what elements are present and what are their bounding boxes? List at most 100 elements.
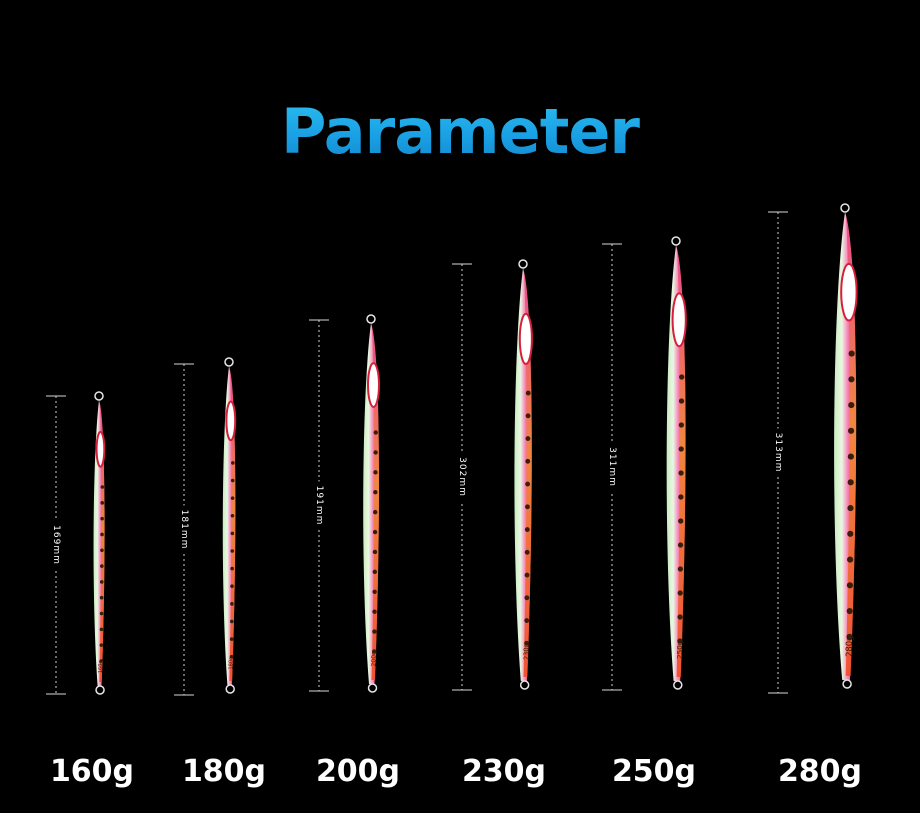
lure-160g: 169mm 160g xyxy=(46,391,106,695)
lure-dot xyxy=(373,509,378,515)
lure-dot xyxy=(230,619,234,624)
lure-dot xyxy=(229,654,234,659)
lure-180g: 181mm 180g xyxy=(174,357,237,696)
lure-dot xyxy=(525,436,531,442)
lure-dot xyxy=(678,518,684,524)
lure-dot xyxy=(846,633,853,640)
dimension-label-bg xyxy=(178,505,190,554)
lure-dot xyxy=(846,607,853,615)
tail-ring xyxy=(673,680,683,690)
lure-dot xyxy=(524,618,530,623)
lure-dot xyxy=(847,504,854,512)
lure-dot xyxy=(99,659,104,663)
lure-dot xyxy=(99,580,104,584)
lure-dot xyxy=(373,470,378,475)
lure-dot xyxy=(229,637,234,641)
head-ring xyxy=(366,314,376,324)
head-ring xyxy=(518,259,528,269)
dimension-label-bg xyxy=(50,521,62,569)
lure-dot xyxy=(373,430,378,435)
lure-dot xyxy=(524,572,530,578)
weight-label-230g: 230g xyxy=(461,754,547,789)
lure-logo xyxy=(225,400,237,442)
lure-weight-tag: 230g xyxy=(522,643,530,660)
tail-ring xyxy=(95,685,105,695)
lure-dot xyxy=(677,638,683,644)
lure-dot xyxy=(100,501,105,505)
dimension-label: 181mm xyxy=(179,510,189,550)
lure-dot xyxy=(100,485,105,489)
dimension-label: 311mm xyxy=(607,447,617,487)
lure-dot xyxy=(372,629,377,634)
lure-dot xyxy=(372,609,377,614)
lure-dot xyxy=(230,584,234,589)
weight-label-180g: 180g xyxy=(181,754,267,789)
lure-280g: 313mm 280g xyxy=(768,203,858,694)
lure-dot xyxy=(372,649,377,654)
lure-dot xyxy=(524,527,530,532)
lure-dot xyxy=(847,479,854,486)
lure-dot xyxy=(524,549,530,555)
lure-dot xyxy=(848,376,855,383)
lure-dot xyxy=(848,350,855,357)
lure-dot xyxy=(99,595,104,600)
lure-dot xyxy=(847,453,854,460)
dimension-label-bg xyxy=(313,481,325,530)
lure-dot xyxy=(230,496,235,500)
lure-weight-tag: 160g xyxy=(98,660,104,673)
weight-label-280g: 280g xyxy=(777,754,863,789)
lure-dot xyxy=(100,564,104,568)
lure-dot xyxy=(678,494,684,500)
lure-dot xyxy=(846,582,854,589)
head-ring xyxy=(94,391,104,401)
lure-dot xyxy=(525,504,530,510)
tail-ring xyxy=(519,680,530,690)
lure-dot xyxy=(230,531,235,536)
lure-dot xyxy=(230,549,235,553)
lure-200g: 191mm 200g xyxy=(309,314,380,693)
dimension-label-bg xyxy=(456,453,468,501)
lure-dot xyxy=(99,611,104,616)
tail-ring xyxy=(367,683,378,693)
lure-dot xyxy=(847,556,854,563)
page-title: Parameter xyxy=(0,92,920,172)
lure-dot xyxy=(677,590,683,596)
lure-dot xyxy=(100,516,104,521)
lure-dot xyxy=(100,532,104,537)
head-ring xyxy=(671,236,681,246)
dimension-label: 169mm xyxy=(51,525,61,565)
lure-weight-tag: 180g xyxy=(228,657,234,670)
lure-dot xyxy=(372,549,378,555)
dimension-label-bg xyxy=(772,428,784,477)
lure-dot xyxy=(678,470,684,476)
lure-dot xyxy=(99,627,104,632)
lure-dot xyxy=(525,413,531,419)
dimension-label-bg xyxy=(606,443,618,491)
lure-weight-tag: 280g xyxy=(844,636,854,657)
lure-dot xyxy=(230,602,234,606)
dimension-label: 302mm xyxy=(457,457,467,497)
dimension-label: 191mm xyxy=(314,486,324,526)
weight-label-160g: 160g xyxy=(49,754,135,789)
lure-dot xyxy=(678,422,685,428)
lure-dot xyxy=(677,542,684,548)
lure-dot xyxy=(679,374,685,380)
tail-ring xyxy=(225,684,235,694)
lure-dot xyxy=(847,530,854,537)
lure-weight-tag: 250g xyxy=(675,641,684,659)
lure-dot xyxy=(373,450,378,455)
lure-dot xyxy=(524,595,530,601)
lure-weight-tag: 200g xyxy=(371,651,378,666)
tail-ring xyxy=(842,679,852,689)
lure-dot xyxy=(372,569,377,575)
lure-logo xyxy=(840,262,858,322)
weight-label-200g: 200g xyxy=(315,754,401,789)
lure-dot xyxy=(372,589,377,594)
lure-dot xyxy=(678,446,684,452)
lure-dot xyxy=(99,643,104,647)
lure-dot xyxy=(677,566,684,572)
lure-dot xyxy=(231,461,235,465)
lure-dot xyxy=(373,490,378,495)
lure-dot xyxy=(230,478,235,483)
